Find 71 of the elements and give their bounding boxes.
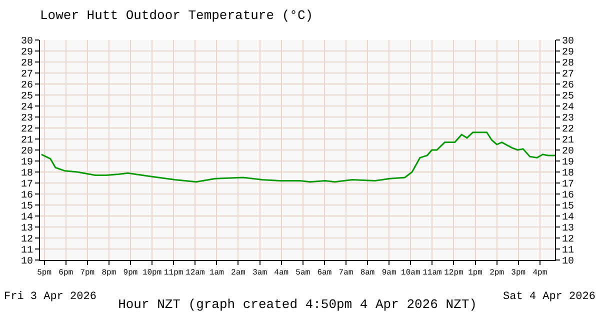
- y2-tick-label: 28: [562, 58, 574, 70]
- y2-tick-label: 15: [562, 202, 574, 212]
- y2-tick-label: 21: [562, 136, 574, 146]
- x-tick-label: 9pm: [123, 268, 138, 278]
- x-tick-label: 6am: [317, 268, 332, 278]
- x-tick-label: 7pm: [80, 268, 95, 278]
- y2-tick-label: 20: [562, 146, 574, 158]
- y2-tick-label: 30: [562, 36, 574, 48]
- x-tick-label: 4pm: [532, 268, 548, 278]
- y2-tick-label: 29: [562, 48, 574, 58]
- y-tick-label: 24: [20, 102, 33, 114]
- chart-title: Lower Hutt Outdoor Temperature (°C): [40, 8, 314, 24]
- y2-tick-label: 26: [562, 80, 574, 92]
- y2-tick-label: 11: [562, 246, 574, 256]
- y-tick-label: 11: [20, 246, 33, 256]
- y-tick-label: 23: [20, 114, 33, 124]
- x-tick-label: 5pm: [37, 268, 52, 278]
- y-tick-label: 30: [20, 36, 33, 48]
- y2-tick-label: 22: [562, 124, 574, 136]
- y-tick-label: 15: [20, 202, 33, 212]
- x-axis-title: Hour NZT (graph created 4:50pm 4 Apr 2026 NZT): [118, 297, 477, 312]
- x-tick-label: 9am: [382, 268, 396, 278]
- y2-tick-label: 24: [562, 102, 574, 114]
- y-tick-label: 29: [20, 48, 33, 58]
- y-tick-label: 19: [20, 158, 33, 168]
- x-tick-label: 8am: [360, 268, 375, 278]
- y2-tick-label: 25: [562, 92, 574, 102]
- y-tick-label: 16: [20, 190, 33, 202]
- y-tick-label: 18: [20, 168, 33, 180]
- y2-tick-label: 23: [562, 114, 574, 124]
- y2-tick-label: 27: [562, 70, 574, 80]
- y2-tick-label: 17: [562, 180, 574, 190]
- y-tick-label: 12: [20, 234, 33, 246]
- x-tick-label: 12pm: [444, 268, 464, 278]
- x-tick-label: 10pm: [142, 268, 162, 278]
- y2-tick-label: 10: [562, 256, 574, 268]
- y-tick-label: 10: [20, 256, 33, 268]
- x-tick-label: 2pm: [490, 268, 504, 278]
- x-tick-label: 10am: [401, 268, 420, 278]
- y-tick-label: 26: [20, 80, 33, 92]
- y2-tick-label: 19: [562, 158, 574, 168]
- y-tick-label: 25: [20, 92, 33, 102]
- x-tick-label: 1pm: [468, 268, 483, 278]
- x-tick-label: 3am: [252, 268, 268, 278]
- y-tick-label: 13: [20, 224, 33, 234]
- y2-tick-label: 12: [562, 234, 574, 246]
- y2-tick-label: 13: [562, 224, 574, 234]
- y-tick-label: 21: [20, 136, 33, 146]
- x-tick-label: 3pm: [511, 268, 526, 278]
- line-series: [40, 132, 555, 183]
- y-tick-label: 28: [20, 58, 33, 70]
- y-tick-label: 22: [20, 124, 33, 136]
- x-tick-label: 11pm: [164, 268, 184, 278]
- text: Fri 3 Apr 2026: [4, 291, 96, 303]
- y2-tick-label: 16: [562, 190, 574, 202]
- x-tick-label: 12am: [186, 268, 205, 278]
- x-tick-label: 4am: [274, 268, 289, 278]
- x-tick-label: 11am: [422, 268, 442, 278]
- y-tick-label: 17: [20, 180, 33, 190]
- x-tick-label: 7am: [338, 268, 354, 278]
- y-tick-label: 27: [20, 70, 33, 80]
- text: Sat 4 Apr 2026: [503, 291, 596, 303]
- y2-tick-label: 18: [562, 168, 574, 180]
- y2-tick-label: 14: [562, 212, 574, 224]
- x-tick-label: 8pm: [102, 268, 116, 278]
- x-tick-label: 1am: [209, 268, 224, 278]
- x-tick-label: 5am: [296, 268, 310, 278]
- y-tick-label: 20: [20, 146, 33, 158]
- x-tick-label: 6pm: [58, 268, 74, 278]
- y-tick-label: 14: [20, 212, 33, 224]
- x-tick-label: 2am: [231, 268, 246, 278]
